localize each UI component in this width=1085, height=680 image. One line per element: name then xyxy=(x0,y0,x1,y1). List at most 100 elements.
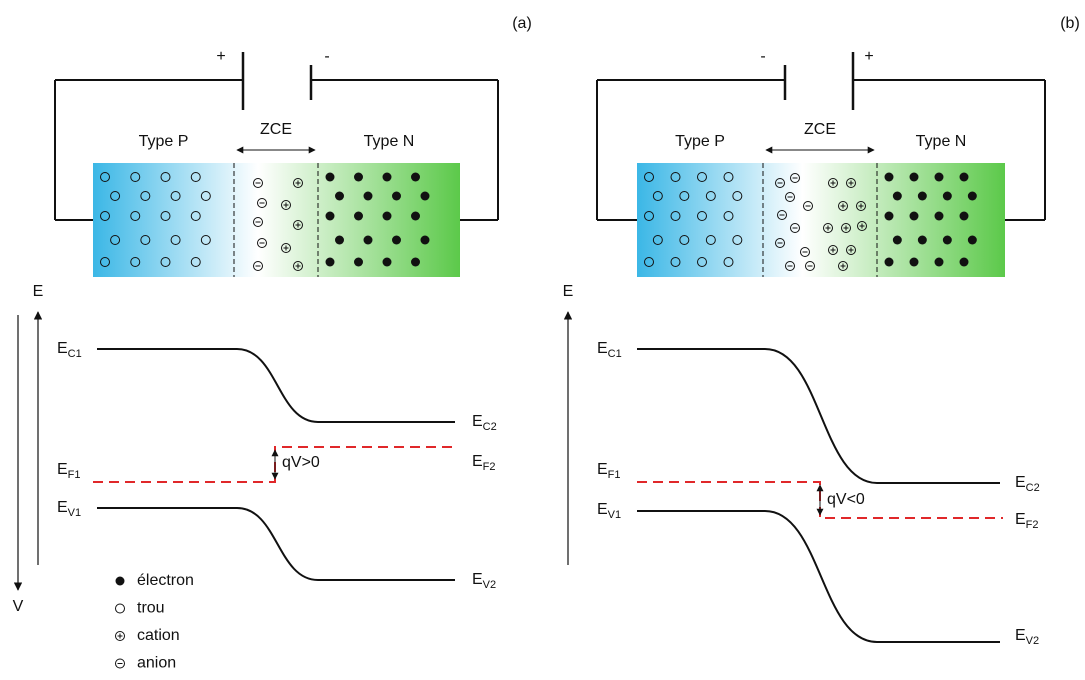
level-main: E xyxy=(57,461,68,478)
level-label: EF1 xyxy=(597,461,621,481)
level-sub: V1 xyxy=(608,509,621,521)
conduction-band xyxy=(637,349,1000,483)
electron-symbol xyxy=(421,236,430,245)
electron-symbol xyxy=(885,258,894,267)
electron-symbol xyxy=(364,192,373,201)
electron-symbol xyxy=(885,173,894,182)
level-main: E xyxy=(472,571,483,588)
legend-label: trou xyxy=(137,600,165,617)
region-label: ZCE xyxy=(260,121,292,138)
electron-symbol xyxy=(910,173,919,182)
region-label: Type P xyxy=(675,133,725,150)
electron-symbol xyxy=(392,192,401,201)
level-sub: V2 xyxy=(483,579,496,591)
level-main: E xyxy=(1015,474,1026,491)
diagram: (a)+-Type PZCEType NEVqV>0EC1EC2EF1EF2EV… xyxy=(0,0,1085,675)
electron-symbol xyxy=(918,236,927,245)
semiconductor-bar xyxy=(93,163,460,277)
electron-symbol xyxy=(116,577,125,586)
level-main: E xyxy=(1015,627,1026,644)
level-label: EF2 xyxy=(1015,511,1039,531)
electron-symbol xyxy=(392,236,401,245)
region-label: Type N xyxy=(364,133,415,150)
electron-symbol xyxy=(968,236,977,245)
electron-symbol xyxy=(935,173,944,182)
level-label: EF1 xyxy=(57,461,81,481)
electron-symbol xyxy=(943,192,952,201)
electron-symbol xyxy=(885,212,894,221)
axis-label: V xyxy=(13,598,24,615)
valence-band xyxy=(97,508,455,580)
level-sub: C2 xyxy=(1026,482,1040,494)
electron-symbol xyxy=(893,192,902,201)
electron-symbol xyxy=(943,236,952,245)
legend-label: électron xyxy=(137,572,194,589)
electron-symbol xyxy=(326,173,335,182)
electron-symbol xyxy=(354,173,363,182)
region-label: ZCE xyxy=(804,121,836,138)
electron-symbol xyxy=(354,258,363,267)
region-label: Type P xyxy=(139,133,189,150)
electron-symbol xyxy=(411,173,420,182)
level-main: E xyxy=(597,340,608,357)
region-label: Type N xyxy=(916,133,967,150)
electron-symbol xyxy=(960,212,969,221)
voltage-label: qV>0 xyxy=(282,454,320,471)
level-sub: F2 xyxy=(483,461,496,473)
voltage-label: qV<0 xyxy=(827,491,865,508)
legend-label: anion xyxy=(137,655,176,672)
level-label: EV2 xyxy=(1015,627,1039,647)
electron-symbol xyxy=(383,173,392,182)
level-sub: V2 xyxy=(1026,635,1039,647)
hole-symbol xyxy=(116,604,125,613)
panel-tag: (b) xyxy=(1060,15,1080,32)
level-sub: F1 xyxy=(68,469,81,481)
electron-symbol xyxy=(960,258,969,267)
semiconductor-bar xyxy=(637,163,1005,277)
battery-sign: + xyxy=(216,48,225,65)
conduction-band xyxy=(97,349,455,422)
electron-symbol xyxy=(910,212,919,221)
level-label: EC1 xyxy=(597,340,622,360)
level-label: EC2 xyxy=(472,413,497,433)
level-label: EV1 xyxy=(597,501,621,521)
level-main: E xyxy=(597,461,608,478)
level-sub: F1 xyxy=(608,469,621,481)
electron-symbol xyxy=(383,258,392,267)
electron-symbol xyxy=(383,212,392,221)
axis-label: E xyxy=(563,283,574,300)
level-label: EV1 xyxy=(57,499,81,519)
electron-symbol xyxy=(326,258,335,267)
legend-label: cation xyxy=(137,627,180,644)
level-label: EC2 xyxy=(1015,474,1040,494)
electron-symbol xyxy=(421,192,430,201)
panel-tag: (a) xyxy=(512,15,532,32)
electron-symbol xyxy=(364,236,373,245)
level-main: E xyxy=(597,501,608,518)
level-main: E xyxy=(1015,511,1026,528)
level-label: EC1 xyxy=(57,340,82,360)
level-label: EF2 xyxy=(472,453,496,473)
battery-sign: - xyxy=(760,48,765,65)
level-sub: V1 xyxy=(68,507,81,519)
battery-sign: - xyxy=(324,48,329,65)
electron-symbol xyxy=(893,236,902,245)
electron-symbol xyxy=(935,258,944,267)
electron-symbol xyxy=(960,173,969,182)
level-main: E xyxy=(472,453,483,470)
electron-symbol xyxy=(968,192,977,201)
level-main: E xyxy=(57,340,68,357)
electron-symbol xyxy=(335,192,344,201)
level-sub: C1 xyxy=(608,348,622,360)
electron-symbol xyxy=(354,212,363,221)
electron-symbol xyxy=(918,192,927,201)
axis-label: E xyxy=(33,283,44,300)
electron-symbol xyxy=(910,258,919,267)
level-sub: C2 xyxy=(483,421,497,433)
level-main: E xyxy=(472,413,483,430)
electron-symbol xyxy=(411,258,420,267)
level-main: E xyxy=(57,499,68,516)
battery-sign: + xyxy=(864,48,873,65)
electron-symbol xyxy=(935,212,944,221)
level-label: EV2 xyxy=(472,571,496,591)
